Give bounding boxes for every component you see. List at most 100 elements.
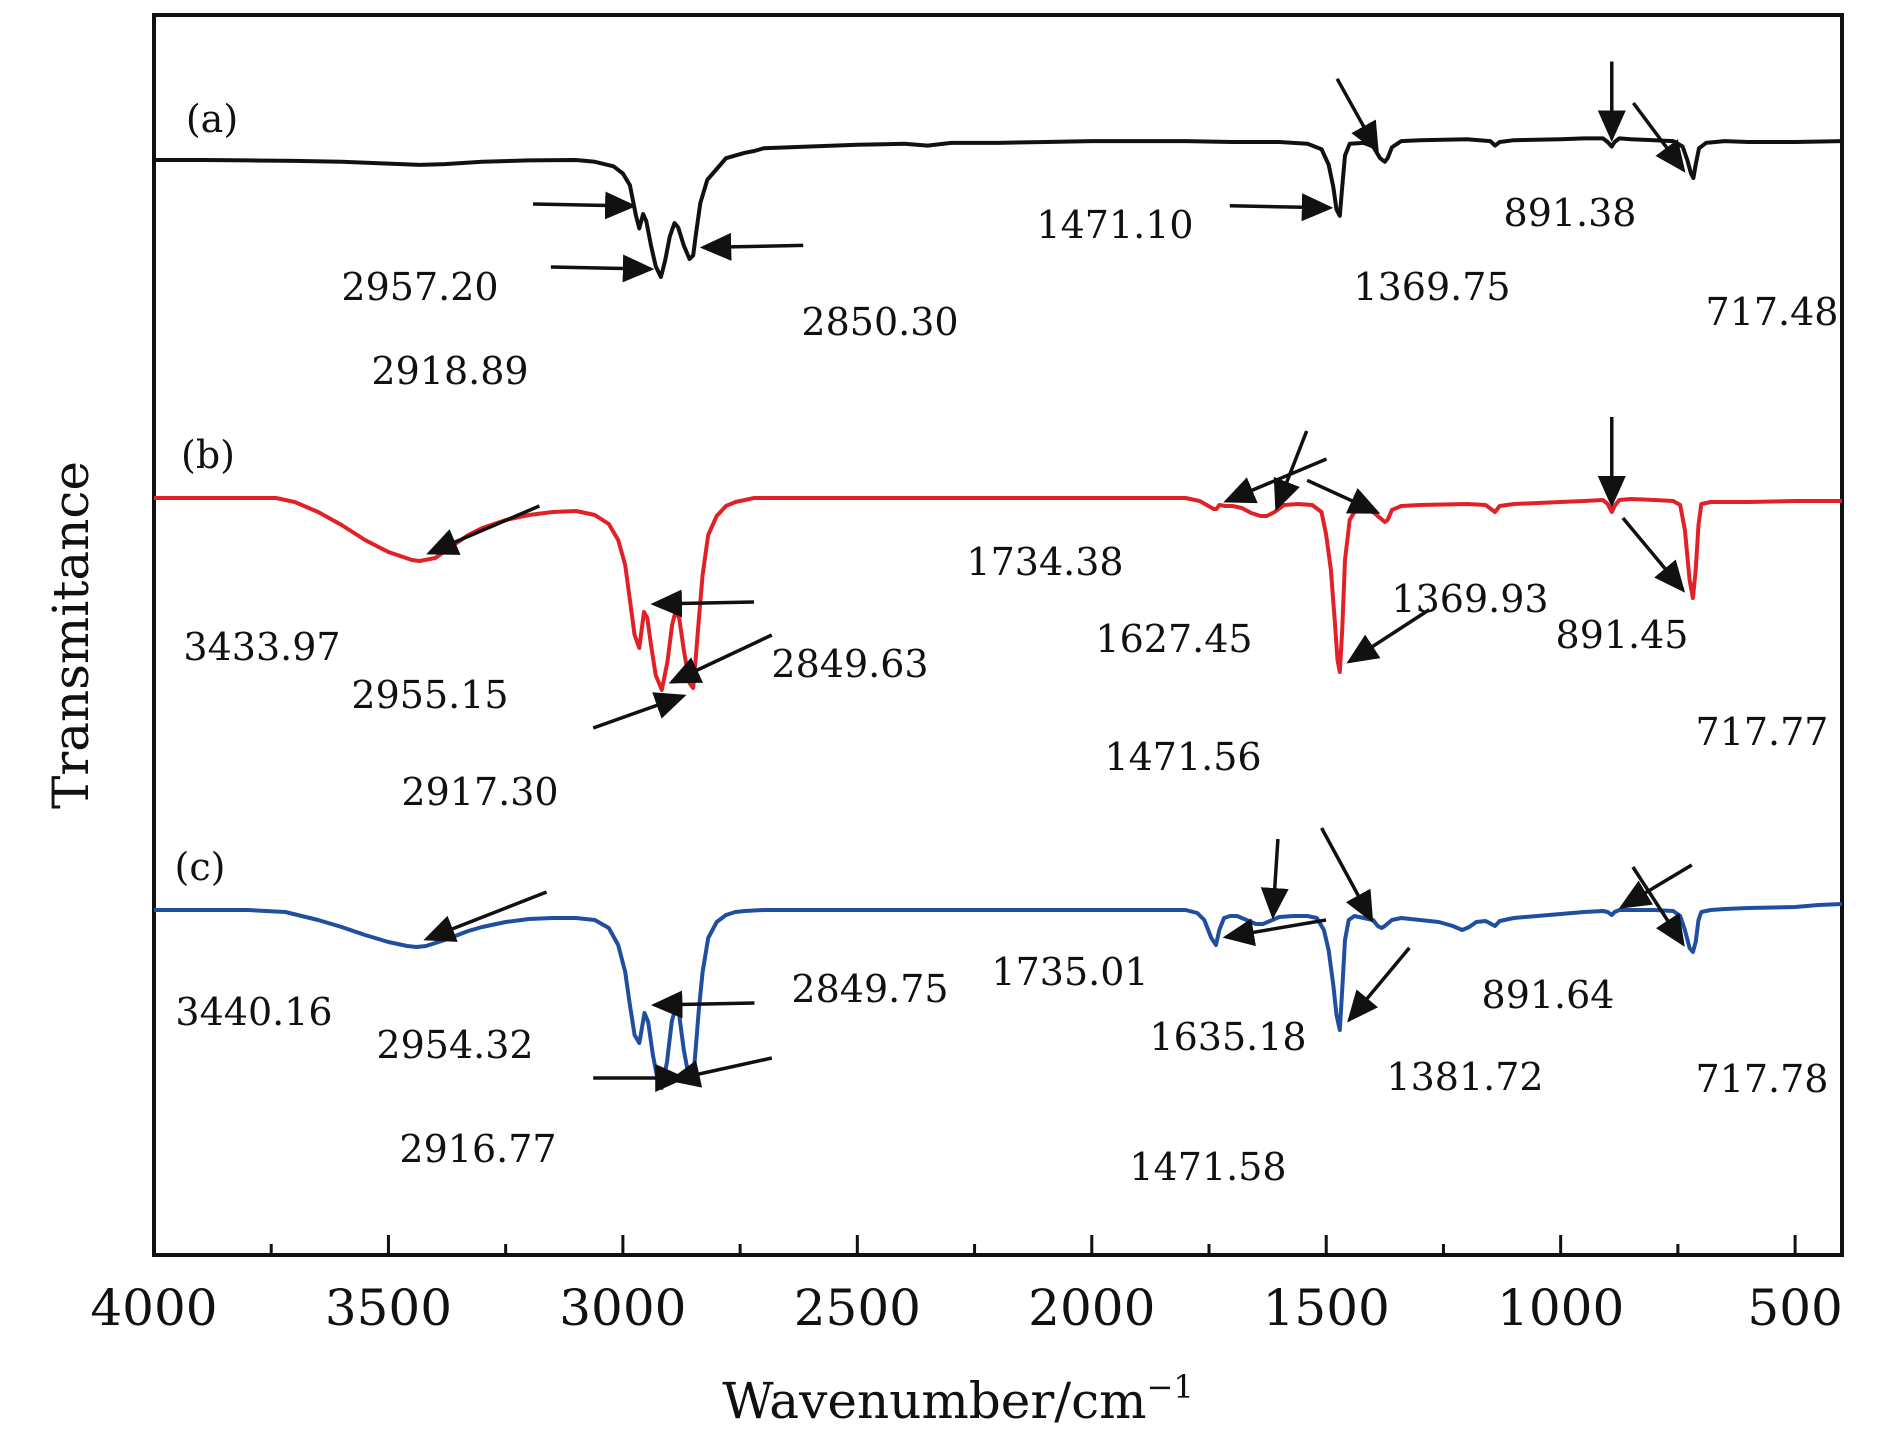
peak-label: 717.48 [1706,290,1839,334]
peak-label: 1735.01 [991,950,1148,994]
peak-arrow [1618,863,1693,909]
peak-label: 717.78 [1696,1057,1829,1101]
peak-label: 3433.97 [183,625,340,669]
x-tick-label: 1000 [1497,1279,1624,1337]
peak-arrow [650,589,755,618]
peak-label: 1471.10 [1036,203,1193,247]
peak-arrow [1347,946,1411,1023]
peak-arrow [650,990,755,1019]
x-tick-label: 4000 [90,1279,217,1337]
peak-annotation: 2849.63 [592,642,929,730]
peak-arrow [423,890,548,942]
peak-label: 2850.30 [801,300,958,344]
peak-annotation: 1734.38 [966,457,1328,584]
peak-annotation: 2916.77 [399,1056,773,1171]
peak-annotation: 2954.32 [376,990,755,1067]
peak-annotation: 891.38 [1504,61,1637,235]
x-axis-title-superscript: −1 [1147,1368,1194,1406]
peak-arrow [1273,430,1309,512]
peak-annotation: 2849.75 [593,967,949,1092]
peak-annotation: 1735.01 [991,918,1327,994]
x-tick-label: 500 [1747,1279,1842,1337]
peak-label: 1471.56 [1104,735,1261,779]
peak-arrow [668,633,773,684]
peak-label: 2918.89 [371,349,528,393]
peak-annotation: 1381.72 [1320,827,1544,1099]
peak-arrow [1621,516,1686,593]
peak-annotation: 1471.56 [1104,608,1431,779]
peak-label: 1471.58 [1129,1145,1286,1189]
peak-label: 1369.93 [1391,577,1548,621]
peak-label: 2955.15 [351,673,508,717]
series-label: (c) [175,845,226,889]
peak-annotation: 1471.58 [1129,946,1411,1189]
peak-arrow [1223,457,1328,504]
peak-label: 2954.32 [376,1023,533,1067]
series-label: (a) [186,97,238,141]
peak-label: 717.77 [1696,710,1829,754]
peak-arrow [1631,101,1686,173]
series-labels: (a) (b) (c) [175,97,239,889]
peak-arrow [592,692,687,730]
x-tick-label: 3500 [325,1279,452,1337]
peak-annotation: 2955.15 [351,589,755,717]
peak-label: 2849.63 [771,642,928,686]
peak-label: 2916.77 [399,1127,556,1171]
peak-arrow [668,1056,773,1088]
series-line-3 [154,902,1843,1090]
peak-annotation: 1369.93 [1306,478,1549,621]
peak-label: 2957.20 [341,265,498,309]
peak-arrow [550,254,655,283]
peak-annotation: 717.48 [1631,101,1839,334]
peak-label: 3440.16 [175,990,332,1034]
x-tick-label: 3000 [559,1279,686,1337]
peak-arrow [533,191,637,220]
series-line-2 [154,496,1842,692]
peak-annotation: 891.45 [1556,417,1689,657]
peak-annotation: 1471.10 [1036,193,1334,247]
peak-label: 2849.75 [791,967,948,1011]
x-tick-label: 2000 [1028,1279,1155,1337]
peak-annotation: 2918.89 [371,254,655,393]
peak-arrow [1320,827,1374,924]
peak-arrow [426,504,541,555]
peak-annotation: 717.78 [1631,866,1829,1101]
peak-label: 1627.45 [1095,617,1252,661]
peak-annotation: 2850.30 [699,232,959,344]
peak-arrow [1346,608,1431,664]
peak-annotation: 717.77 [1621,516,1829,754]
peak-label: 1734.38 [966,540,1123,584]
x-axis-title: Wavenumber/cm−1 [722,1368,1193,1430]
peak-label: 891.45 [1556,613,1689,657]
peak-annotation: 1627.45 [1095,430,1309,661]
y-axis-title: Transmitance [42,461,100,809]
peak-arrow [1229,193,1334,222]
peak-label: 891.38 [1504,191,1637,235]
peak-arrow [699,232,804,261]
peak-label: 891.64 [1482,973,1615,1017]
peak-arrow [1306,478,1381,514]
peak-label: 1635.18 [1149,1015,1306,1059]
peak-annotation: 2957.20 [341,191,637,309]
x-axis-ticks: 4000 3500 3000 2500 2000 1500 1000 500 [90,1235,1843,1337]
x-tick-label: 2500 [794,1279,921,1337]
peak-arrow [1335,77,1379,154]
peak-arrow [1260,838,1289,920]
peak-annotation: 1635.18 [1149,838,1307,1059]
peak-label: 2917.30 [401,770,558,814]
peak-annotation: 3440.16 [175,890,548,1034]
plot-frame [152,13,1844,1257]
peak-arrow [1631,866,1685,947]
peak-arrow [1222,918,1327,947]
peak-label: 1369.75 [1353,265,1510,309]
peak-annotation: 3433.97 [183,504,541,669]
peak-annotations: 2957.20 2918.89 2850.30 1471.10 1369.75 891.3… [175,61,1839,1189]
series-label: (b) [181,433,235,477]
peak-annotation: 1369.75 [1335,77,1511,309]
x-tick-label: 1500 [1263,1279,1390,1337]
peak-annotation: 891.64 [1482,863,1693,1017]
peak-annotation: 2917.30 [401,633,773,814]
peak-label: 1381.72 [1386,1055,1543,1099]
